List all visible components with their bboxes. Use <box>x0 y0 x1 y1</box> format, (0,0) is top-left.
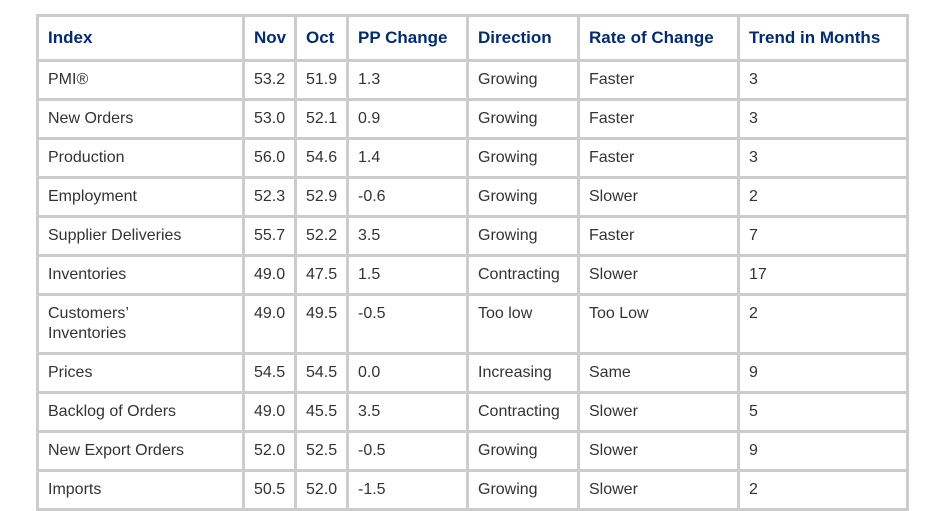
cell-oct: 52.0 <box>294 469 349 511</box>
cell-nov: 52.0 <box>242 430 297 472</box>
cell-trend-in-months: 9 <box>737 430 909 472</box>
cell-index: New Export Orders <box>36 430 245 472</box>
cell-rate-of-change: Faster <box>577 215 740 257</box>
cell-trend-in-months: 2 <box>737 469 909 511</box>
cell-index: Backlog of Orders <box>36 391 245 433</box>
cell-index: Prices <box>36 352 245 394</box>
cell-trend-in-months: 17 <box>737 254 909 296</box>
table-row: Imports 50.5 52.0 -1.5 Growing Slower 2 <box>36 469 909 511</box>
cell-rate-of-change: Slower <box>577 391 740 433</box>
cell-direction: Growing <box>466 98 580 140</box>
cell-nov: 53.0 <box>242 98 297 140</box>
header-row: Index Nov Oct PP Change Direction Rate of Cha… <box>36 14 909 62</box>
table-row: Employment 52.3 52.9 -0.6 Growing Slower 2 <box>36 176 909 218</box>
cell-oct: 52.5 <box>294 430 349 472</box>
cell-trend-in-months: 3 <box>737 59 909 101</box>
table-row: Customers’ Inventories 49.0 49.5 -0.5 Too lo… <box>36 293 909 355</box>
cell-oct: 54.6 <box>294 137 349 179</box>
cell-rate-of-change: Slower <box>577 469 740 511</box>
table-row: Prices 54.5 54.5 0.0 Increasing Same 9 <box>36 352 909 394</box>
cell-trend-in-months: 5 <box>737 391 909 433</box>
cell-direction: Growing <box>466 215 580 257</box>
cell-pp-change: 3.5 <box>346 391 469 433</box>
cell-direction: Growing <box>466 59 580 101</box>
table-body: PMI® 53.2 51.9 1.3 Growing Faster 3 New Orders 5… <box>36 59 909 511</box>
cell-oct: 54.5 <box>294 352 349 394</box>
column-header-rate-of-change: Rate of Change <box>577 14 740 62</box>
cell-rate-of-change: Too Low <box>577 293 740 355</box>
cell-trend-in-months: 2 <box>737 293 909 355</box>
cell-pp-change: 1.4 <box>346 137 469 179</box>
cell-index: PMI® <box>36 59 245 101</box>
cell-pp-change: 0.0 <box>346 352 469 394</box>
cell-pp-change: 3.5 <box>346 215 469 257</box>
cell-nov: 49.0 <box>242 391 297 433</box>
cell-direction: Too low <box>466 293 580 355</box>
cell-oct: 52.1 <box>294 98 349 140</box>
cell-direction: Growing <box>466 469 580 511</box>
cell-nov: 52.3 <box>242 176 297 218</box>
cell-pp-change: -1.5 <box>346 469 469 511</box>
cell-pp-change: 1.5 <box>346 254 469 296</box>
cell-nov: 55.7 <box>242 215 297 257</box>
cell-rate-of-change: Slower <box>577 176 740 218</box>
cell-rate-of-change: Faster <box>577 59 740 101</box>
cell-index: Inventories <box>36 254 245 296</box>
cell-oct: 47.5 <box>294 254 349 296</box>
cell-rate-of-change: Same <box>577 352 740 394</box>
cell-nov: 53.2 <box>242 59 297 101</box>
cell-oct: 51.9 <box>294 59 349 101</box>
cell-nov: 49.0 <box>242 293 297 355</box>
cell-rate-of-change: Faster <box>577 98 740 140</box>
cell-direction: Contracting <box>466 254 580 296</box>
cell-direction: Contracting <box>466 391 580 433</box>
column-header-direction: Direction <box>466 14 580 62</box>
cell-trend-in-months: 3 <box>737 98 909 140</box>
table-row: New Export Orders 52.0 52.5 -0.5 Growing Slow… <box>36 430 909 472</box>
cell-trend-in-months: 3 <box>737 137 909 179</box>
column-header-nov: Nov <box>242 14 297 62</box>
cell-pp-change: -0.5 <box>346 293 469 355</box>
cell-index: Supplier Deliveries <box>36 215 245 257</box>
cell-index: New Orders <box>36 98 245 140</box>
column-header-oct: Oct <box>294 14 349 62</box>
cell-direction: Growing <box>466 137 580 179</box>
table-row: Backlog of Orders 49.0 45.5 3.5 Contracting S… <box>36 391 909 433</box>
cell-oct: 45.5 <box>294 391 349 433</box>
cell-direction: Increasing <box>466 352 580 394</box>
table-row: Inventories 49.0 47.5 1.5 Contracting Slower 1… <box>36 254 909 296</box>
column-header-trend-in-months: Trend in Months <box>737 14 909 62</box>
cell-rate-of-change: Slower <box>577 430 740 472</box>
cell-nov: 56.0 <box>242 137 297 179</box>
column-header-pp-change: PP Change <box>346 14 469 62</box>
cell-oct: 49.5 <box>294 293 349 355</box>
table-row: Supplier Deliveries 55.7 52.2 3.5 Growing Fas… <box>36 215 909 257</box>
cell-index: Production <box>36 137 245 179</box>
table-row: New Orders 53.0 52.1 0.9 Growing Faster 3 <box>36 98 909 140</box>
cell-pp-change: -0.6 <box>346 176 469 218</box>
cell-direction: Growing <box>466 176 580 218</box>
cell-pp-change: 0.9 <box>346 98 469 140</box>
cell-direction: Growing <box>466 430 580 472</box>
cell-trend-in-months: 7 <box>737 215 909 257</box>
cell-pp-change: 1.3 <box>346 59 469 101</box>
pmi-summary-table: Index Nov Oct PP Change Direction Rate of Cha… <box>36 14 909 511</box>
cell-nov: 50.5 <box>242 469 297 511</box>
table-row: PMI® 53.2 51.9 1.3 Growing Faster 3 <box>36 59 909 101</box>
cell-trend-in-months: 9 <box>737 352 909 394</box>
cell-nov: 49.0 <box>242 254 297 296</box>
cell-oct: 52.9 <box>294 176 349 218</box>
cell-pp-change: -0.5 <box>346 430 469 472</box>
cell-index: Imports <box>36 469 245 511</box>
cell-oct: 52.2 <box>294 215 349 257</box>
cell-nov: 54.5 <box>242 352 297 394</box>
table-row: Production 56.0 54.6 1.4 Growing Faster 3 <box>36 137 909 179</box>
cell-index: Customers’ Inventories <box>36 293 245 355</box>
column-header-index: Index <box>36 14 245 62</box>
cell-rate-of-change: Faster <box>577 137 740 179</box>
cell-rate-of-change: Slower <box>577 254 740 296</box>
cell-trend-in-months: 2 <box>737 176 909 218</box>
cell-index: Employment <box>36 176 245 218</box>
